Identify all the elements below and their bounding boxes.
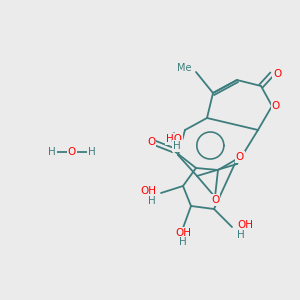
Text: HO: HO [166,134,182,144]
Text: O: O [68,147,76,157]
Text: O: O [236,152,244,162]
Text: H: H [48,147,56,157]
Text: H: H [237,230,245,240]
Text: O: O [147,137,155,147]
Text: H: H [179,237,187,247]
Text: Me: Me [176,63,191,73]
Text: OH: OH [140,186,156,196]
Text: H: H [88,147,96,157]
Text: O: O [272,101,280,111]
Text: OH: OH [237,220,253,230]
Text: H: H [173,141,181,151]
Text: OH: OH [175,228,191,238]
Text: O: O [211,195,219,205]
Text: O: O [273,69,281,79]
Text: H: H [148,196,156,206]
